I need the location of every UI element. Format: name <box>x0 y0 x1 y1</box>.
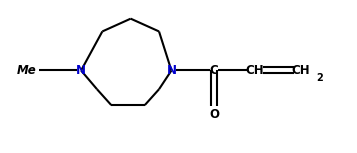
Text: O: O <box>209 108 219 121</box>
Text: Me: Me <box>16 64 36 77</box>
Text: 2: 2 <box>316 73 322 83</box>
Text: N: N <box>76 64 86 77</box>
Text: C: C <box>210 64 218 77</box>
Text: N: N <box>166 64 176 77</box>
Text: CH: CH <box>245 64 264 77</box>
Text: CH: CH <box>291 64 310 77</box>
